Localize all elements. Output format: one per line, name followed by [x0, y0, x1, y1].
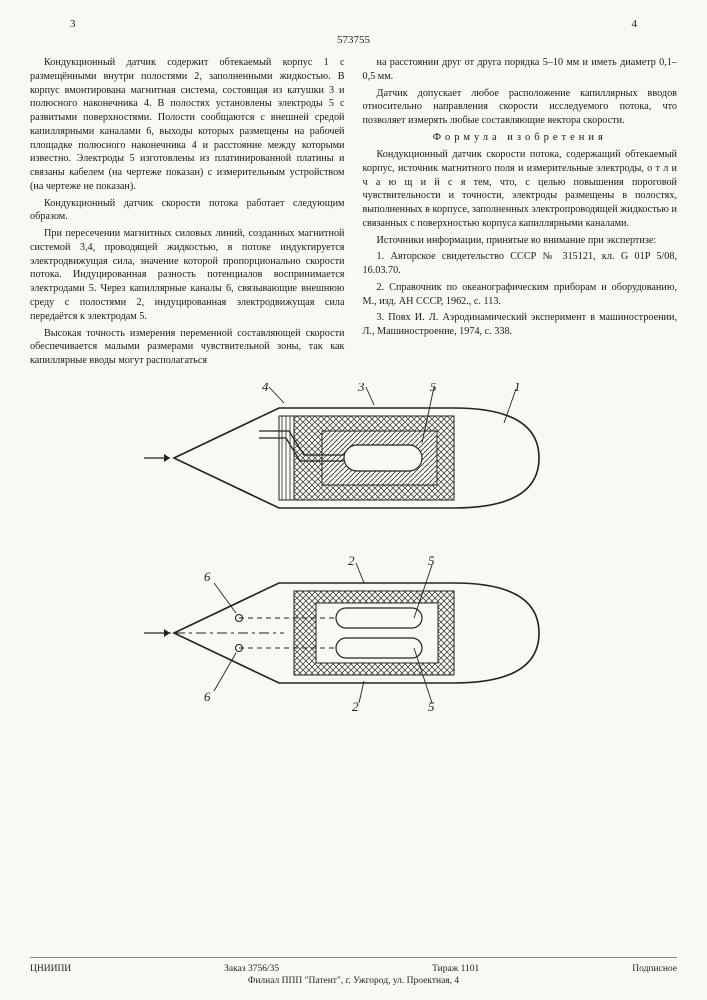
para: на расстоянии друг от друга порядка 5–10… [363, 56, 678, 84]
footer-org: ЦНИИПИ [30, 964, 71, 974]
page-num-left: 3 [70, 18, 76, 30]
svg-text:2: 2 [352, 699, 359, 713]
diagram-top: 4 3 5 1 [144, 383, 564, 533]
left-column: Кондукционный датчик содержит обтекаемый… [30, 56, 345, 371]
para: Высокая точность измерения переменной со… [30, 327, 345, 368]
para: 2. Справочник по океанографическим прибо… [363, 281, 678, 309]
page-header: 3 4 [30, 18, 677, 30]
footer: ЦНИИПИ Заказ 3756/35 Тираж 1101 Подписно… [30, 957, 677, 986]
para: 1. Авторское свидетельство СССР № 315121… [363, 250, 678, 278]
diagram-bottom: 6 6 2 2 5 5 [144, 553, 564, 713]
svg-text:5: 5 [428, 699, 435, 713]
svg-text:6: 6 [204, 569, 211, 584]
para: Кондукционный датчик скорости потока, со… [363, 148, 678, 231]
svg-text:5: 5 [428, 553, 435, 568]
svg-text:3: 3 [357, 383, 365, 394]
right-column: на расстоянии друг от друга порядка 5–10… [363, 56, 678, 371]
text-columns: Кондукционный датчик содержит обтекаемый… [30, 56, 677, 371]
svg-text:6: 6 [204, 689, 211, 704]
para: Кондукционный датчик содержит обтекаемый… [30, 56, 345, 194]
footer-address: Филиал ППП "Патент", г. Ужгород, ул. Про… [30, 976, 677, 986]
document-number: 573755 [30, 34, 677, 46]
diagram-container: 4 3 5 1 [30, 383, 677, 713]
para: 3. Повх И. Л. Аэродинамический экспериме… [363, 311, 678, 339]
page-num-right: 4 [632, 18, 638, 30]
svg-text:2: 2 [348, 553, 355, 568]
svg-text:1: 1 [514, 383, 521, 394]
footer-tirage: Тираж 1101 [432, 964, 479, 974]
svg-text:5: 5 [430, 383, 437, 394]
para: Датчик допускает любое расположение капи… [363, 87, 678, 128]
formula-title: Формула изобретения [363, 131, 678, 145]
para: При пересечении магнитных силовых линий,… [30, 227, 345, 323]
page: 3 4 573755 Кондукционный датчик содержит… [0, 0, 707, 1000]
footer-order: Заказ 3756/35 [224, 964, 279, 974]
para: Кондукционный датчик скорости потока раб… [30, 197, 345, 225]
svg-text:4: 4 [262, 383, 269, 394]
para: Источники информации, принятые во вниман… [363, 234, 678, 248]
footer-sign: Подписное [632, 964, 677, 974]
footer-row: ЦНИИПИ Заказ 3756/35 Тираж 1101 Подписно… [30, 964, 677, 974]
